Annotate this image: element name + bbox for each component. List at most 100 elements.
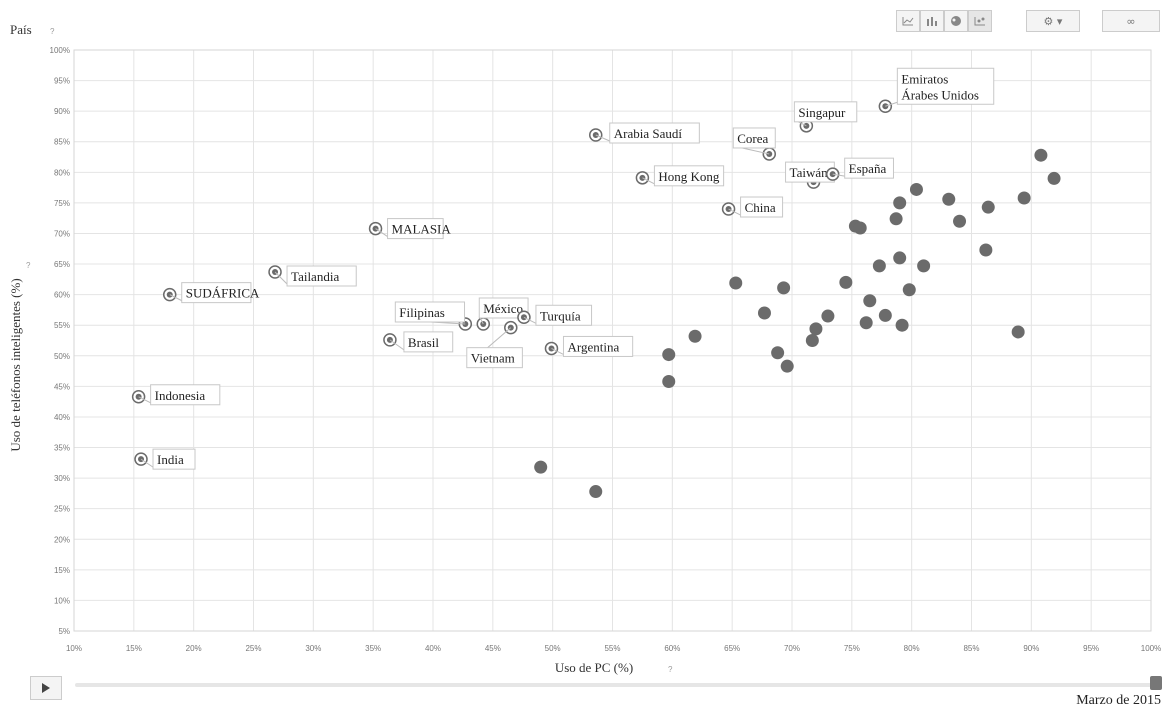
labeled-point[interactable]: Corea [732, 127, 777, 161]
point-label: Brasil [408, 335, 439, 350]
data-point[interactable] [878, 308, 892, 322]
gear-icon[interactable]: ⚙ ▾ [1026, 10, 1080, 32]
label-box [152, 448, 196, 470]
label-leader [274, 271, 288, 285]
y-tick-label: 45% [54, 382, 70, 391]
label-box [466, 347, 523, 369]
x-tick-label: 70% [784, 644, 800, 653]
data-point[interactable] [942, 192, 956, 206]
data-point[interactable] [662, 348, 676, 362]
data-point[interactable] [821, 309, 835, 323]
label-box [740, 196, 784, 218]
data-point[interactable] [1047, 171, 1061, 185]
data-point[interactable] [895, 318, 909, 332]
y-tick-label: 70% [54, 229, 70, 238]
labeled-point[interactable]: Emiratos Árabes Unidos [878, 67, 995, 114]
data-point[interactable] [839, 275, 853, 289]
labeled-point[interactable]: Vietnam [466, 320, 523, 369]
labeled-point[interactable]: Singapur [793, 101, 858, 133]
x-tick-label: 30% [305, 644, 321, 653]
labeled-point[interactable]: Indonesia [131, 384, 221, 406]
x-axis-title[interactable]: Uso de PC (%) [555, 660, 633, 675]
x-tick-label: 100% [1141, 644, 1161, 653]
y-tick-label: 90% [54, 107, 70, 116]
data-point[interactable] [1034, 148, 1048, 162]
labeled-point[interactable]: Tailandia [268, 265, 357, 287]
label-box [478, 297, 529, 319]
y-axis-help-mark[interactable]: ? [26, 261, 31, 270]
labeled-point[interactable]: Filipinas [394, 301, 473, 331]
x-tick-label: 10% [66, 644, 82, 653]
data-point[interactable] [979, 243, 993, 257]
data-point[interactable] [757, 306, 771, 320]
x-tick-label: 25% [245, 644, 261, 653]
bubble-chart-icon[interactable] [968, 10, 992, 32]
timeline-handle[interactable] [1150, 676, 1162, 690]
labeled-point[interactable]: Arabia Saudí [588, 122, 700, 144]
play-button[interactable] [30, 676, 62, 700]
point-label: Tailandia [291, 269, 339, 284]
label-box [387, 218, 444, 240]
y-tick-label: 75% [54, 199, 70, 208]
data-point[interactable] [893, 251, 907, 265]
label-box [535, 304, 593, 326]
label-box [562, 335, 634, 357]
label-box [286, 265, 357, 287]
country-selector-label[interactable]: País [10, 22, 32, 37]
other-points [534, 148, 1061, 499]
labeled-point[interactable]: México [476, 297, 529, 331]
labeled-point[interactable]: Taiwán [785, 161, 835, 189]
data-point[interactable] [805, 334, 819, 347]
label-leader [138, 396, 151, 404]
y-tick-label: 65% [54, 260, 70, 269]
labeled-point[interactable]: SUDÁFRICA [162, 282, 260, 304]
line-chart-icon[interactable] [896, 10, 920, 32]
labeled-point[interactable]: China [721, 196, 784, 218]
x-tick-label: 80% [904, 644, 920, 653]
x-tick-label: 15% [126, 644, 142, 653]
x-axis-help-mark[interactable]: ? [668, 665, 673, 674]
bar-chart-icon[interactable] [920, 10, 944, 32]
data-point[interactable] [777, 281, 791, 295]
labeled-point[interactable]: España [825, 157, 894, 181]
labeled-point[interactable]: Turquía [517, 304, 593, 326]
labeled-point[interactable]: Hong Kong [635, 165, 725, 187]
data-point[interactable] [688, 329, 702, 343]
link-icon[interactable]: ∞ [1102, 10, 1160, 32]
data-point[interactable] [589, 485, 603, 499]
data-point[interactable] [662, 374, 676, 388]
data-point[interactable] [859, 316, 873, 330]
data-point[interactable] [534, 460, 548, 474]
label-leader [832, 173, 845, 177]
labeled-point[interactable]: India [134, 448, 196, 470]
data-point[interactable] [953, 214, 967, 228]
map-icon[interactable] [944, 10, 968, 32]
data-point[interactable] [809, 322, 823, 336]
data-point[interactable] [889, 212, 903, 226]
data-point[interactable] [917, 259, 931, 273]
point-label: China [745, 200, 776, 215]
y-tick-label: 55% [54, 321, 70, 330]
data-point[interactable] [780, 359, 794, 373]
x-tick-label: 75% [844, 644, 860, 653]
data-point[interactable] [863, 294, 877, 308]
data-point[interactable] [771, 346, 785, 360]
data-point[interactable] [872, 259, 886, 273]
labeled-point[interactable]: MALASIA [368, 218, 452, 240]
data-point[interactable] [1011, 325, 1025, 339]
data-point[interactable] [729, 276, 743, 290]
y-axis-title[interactable]: Uso de teléfonos inteligentes (%) [8, 278, 23, 451]
data-point[interactable] [1017, 191, 1031, 205]
data-point[interactable] [902, 283, 916, 297]
x-tick-label: 85% [963, 644, 979, 653]
timeline-track[interactable] [75, 683, 1160, 687]
play-icon [42, 683, 50, 693]
data-point[interactable] [853, 221, 867, 235]
labeled-point[interactable]: Argentina [544, 335, 634, 357]
data-point[interactable] [909, 182, 923, 196]
data-point[interactable] [981, 200, 995, 214]
labeled-point[interactable]: Brasil [383, 331, 454, 353]
help-mark[interactable]: ? [50, 27, 55, 36]
point-label: España [849, 161, 887, 176]
data-point[interactable] [893, 196, 907, 210]
